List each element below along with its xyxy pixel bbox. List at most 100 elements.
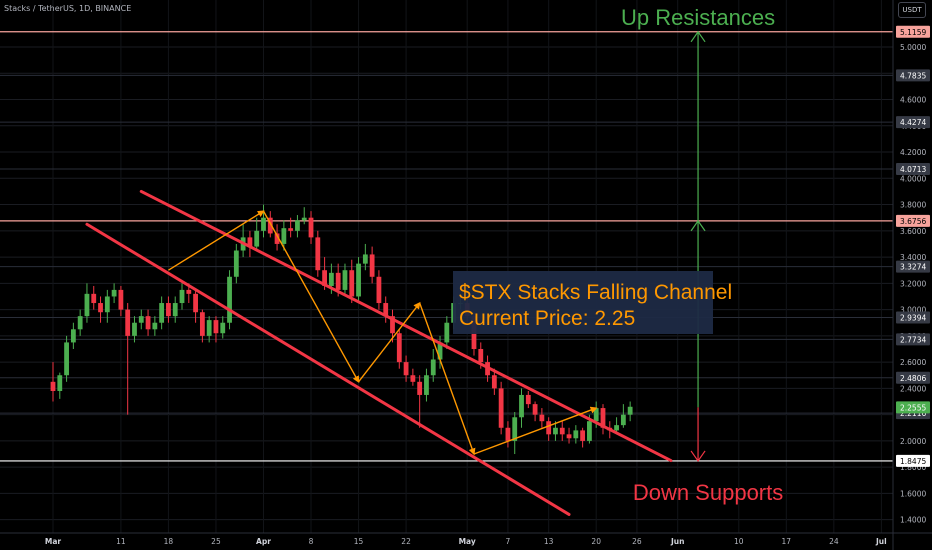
candle-body bbox=[145, 316, 151, 330]
candle-body bbox=[288, 228, 294, 231]
candle-51 bbox=[396, 329, 402, 369]
y-axis: 5.00004.80004.60004.40004.20004.00003.80… bbox=[892, 0, 932, 550]
wave-path bbox=[168, 210, 598, 456]
level-tag-1-bg bbox=[896, 214, 930, 227]
candle-body bbox=[301, 217, 307, 221]
candle-15 bbox=[152, 316, 158, 336]
x-tick-label-3: 25 bbox=[211, 537, 221, 546]
candle-body bbox=[362, 254, 368, 264]
candle-47 bbox=[369, 246, 375, 284]
y-tick-label-7: 3.6000 bbox=[900, 227, 926, 236]
annotations: Up Resistances Down Supports $STX Stacks F… bbox=[453, 5, 783, 505]
candle-body bbox=[213, 320, 219, 334]
wave-segment-0 bbox=[168, 210, 265, 271]
candle-body bbox=[587, 421, 592, 441]
x-tick-label-17: Jul bbox=[875, 537, 887, 546]
candle-body bbox=[356, 263, 361, 297]
candle-78 bbox=[580, 427, 586, 448]
x-tick-label-8: May bbox=[459, 537, 476, 546]
candle-48 bbox=[376, 270, 382, 310]
candle-55 bbox=[424, 368, 429, 402]
candle-6 bbox=[91, 285, 97, 310]
candle-body bbox=[220, 322, 226, 334]
candle-22 bbox=[199, 309, 205, 343]
candle-73 bbox=[546, 417, 552, 441]
candle-44 bbox=[349, 259, 355, 304]
candle-31 bbox=[261, 204, 266, 238]
candle-9 bbox=[111, 283, 117, 304]
candle-16 bbox=[159, 296, 165, 330]
faint-level-tag-1-bg bbox=[896, 116, 930, 129]
x-tick-label-4: Apr bbox=[256, 537, 271, 546]
candle-body bbox=[98, 303, 103, 313]
candle-12 bbox=[132, 316, 137, 343]
candle-2 bbox=[64, 335, 69, 382]
candle-body bbox=[498, 388, 504, 428]
candle-53 bbox=[410, 368, 416, 386]
currency-button[interactable]: USDT bbox=[898, 2, 926, 18]
faint-level-tag-6-text: 2.4806 bbox=[900, 374, 926, 383]
x-tick-label-11: 20 bbox=[591, 537, 601, 546]
candle-54 bbox=[417, 375, 423, 428]
candle-body bbox=[179, 289, 185, 304]
channel-upper-line bbox=[139, 189, 673, 463]
candle-body bbox=[620, 414, 626, 426]
candle-body bbox=[539, 414, 545, 422]
candle-84 bbox=[620, 404, 626, 428]
candle-body bbox=[199, 312, 205, 336]
candle-body bbox=[247, 237, 253, 247]
x-tick-label-1: 11 bbox=[116, 537, 126, 546]
candle-77 bbox=[573, 425, 579, 444]
x-tick-label-14: 10 bbox=[734, 537, 744, 546]
candle-39 bbox=[315, 230, 321, 277]
candle-body bbox=[403, 362, 409, 376]
candle-body bbox=[193, 293, 198, 313]
faint-level-tag-4-text: 2.9394 bbox=[900, 314, 926, 323]
candle-body bbox=[505, 427, 511, 441]
candle-34 bbox=[281, 220, 287, 251]
candle-body bbox=[614, 425, 619, 431]
candle-body bbox=[593, 408, 599, 422]
candle-body bbox=[349, 270, 355, 297]
candle-body bbox=[335, 272, 341, 290]
candle-body bbox=[233, 250, 239, 277]
y-tick-label-0: 5.0000 bbox=[900, 43, 926, 52]
candle-74 bbox=[553, 421, 558, 441]
level-tag-1-text: 3.6756 bbox=[900, 217, 926, 226]
faint-level-tag-0-text: 4.7835 bbox=[900, 71, 926, 80]
candle-56 bbox=[430, 348, 436, 382]
candle-body bbox=[376, 276, 382, 304]
x-tick-label-7: 22 bbox=[401, 537, 411, 546]
candle-body bbox=[261, 217, 266, 231]
candle-21 bbox=[193, 289, 198, 323]
level-tag-2-text: 1.8475 bbox=[900, 457, 926, 466]
candle-70 bbox=[525, 391, 531, 409]
x-tick-label-13: Jun bbox=[670, 537, 684, 546]
candle-65 bbox=[491, 368, 497, 395]
y-tick-label-4: 4.2000 bbox=[900, 148, 926, 157]
candle-67 bbox=[505, 421, 511, 448]
last-price-tag-bg bbox=[896, 401, 930, 414]
candle-body bbox=[600, 408, 606, 428]
candle-body bbox=[627, 406, 633, 415]
wave-segment-3 bbox=[419, 302, 476, 456]
falling-channel bbox=[85, 189, 673, 516]
candle-71 bbox=[532, 401, 538, 422]
candle-body bbox=[383, 303, 389, 317]
candle-body bbox=[525, 394, 531, 405]
candle-body bbox=[512, 417, 518, 441]
y-tick-label-18: 1.4000 bbox=[900, 516, 926, 525]
candle-body bbox=[50, 381, 56, 392]
faint-level-tag-5-bg bbox=[896, 333, 930, 346]
y-tick-label-8: 3.4000 bbox=[900, 253, 926, 262]
candle-58 bbox=[444, 316, 450, 349]
candle-body bbox=[267, 217, 273, 234]
candle-10 bbox=[118, 285, 124, 317]
candle-body bbox=[532, 404, 538, 415]
info-box-title: $STX Stacks Falling Channel bbox=[459, 281, 732, 304]
y-tick-label-16: 1.8000 bbox=[900, 463, 926, 472]
candle-body bbox=[437, 342, 443, 360]
candle-body bbox=[417, 381, 423, 395]
candle-body bbox=[491, 375, 497, 389]
